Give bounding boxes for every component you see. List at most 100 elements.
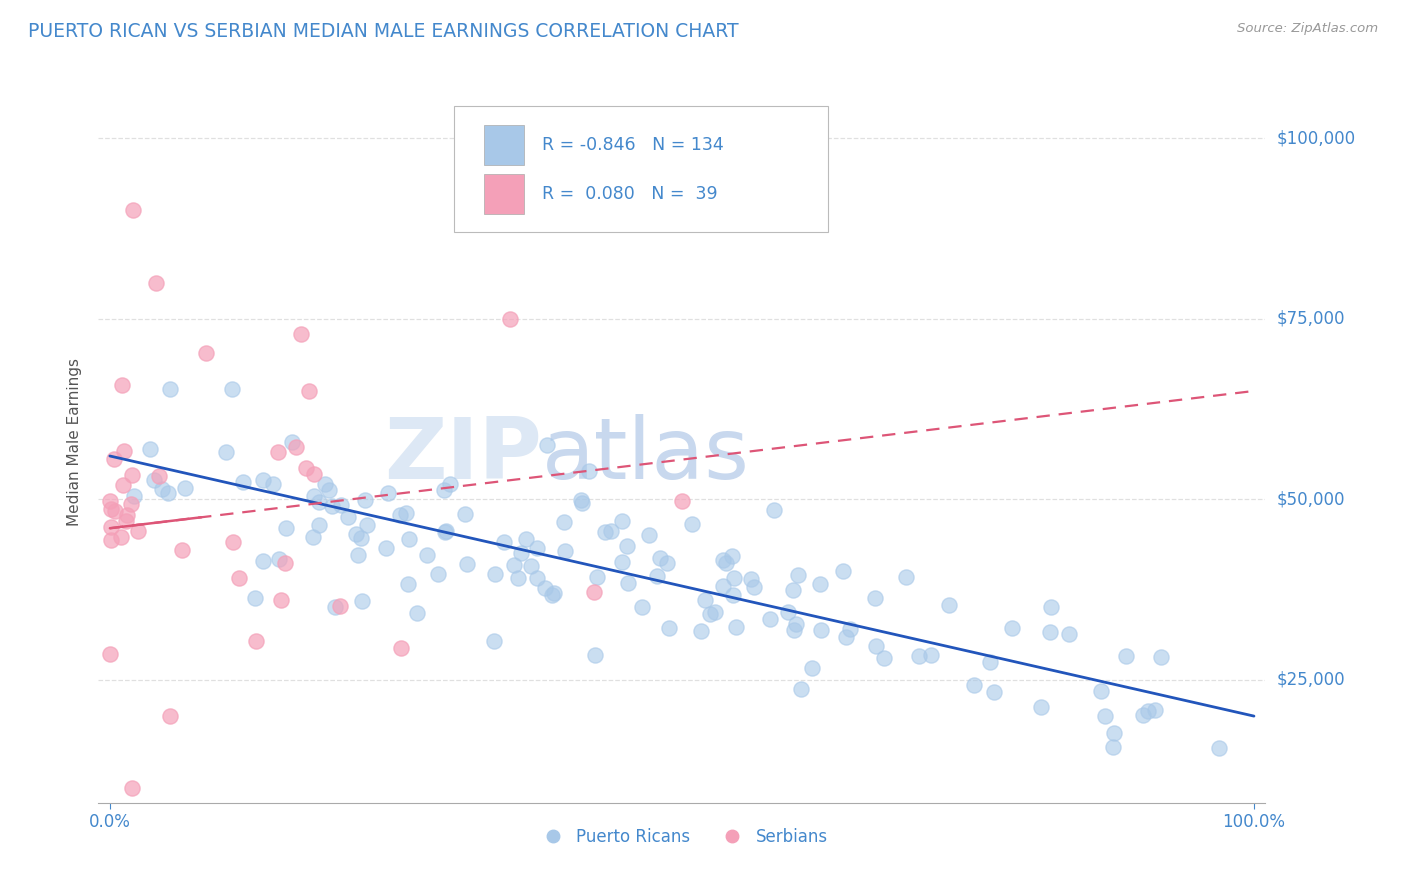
Point — [124, 489, 146, 503]
Point — [139, 442, 162, 457]
Point — [98, 493, 121, 508]
Point — [1031, 700, 1053, 714]
Point — [439, 476, 461, 491]
FancyBboxPatch shape — [454, 105, 828, 232]
Point — [782, 582, 804, 597]
Point — [740, 572, 762, 586]
Point — [785, 617, 807, 632]
Text: $100,000: $100,000 — [1277, 129, 1355, 147]
Point — [583, 585, 606, 599]
Point — [657, 621, 679, 635]
Point — [1001, 621, 1024, 635]
Point — [295, 461, 318, 475]
Point — [454, 507, 477, 521]
Point — [896, 570, 918, 584]
Point — [104, 503, 127, 517]
Point — [810, 624, 832, 638]
Text: ZIP: ZIP — [384, 415, 541, 498]
Text: atlas: atlas — [541, 415, 749, 498]
Point — [571, 496, 593, 510]
Point — [156, 485, 179, 500]
Text: R = -0.846   N = 134: R = -0.846 N = 134 — [541, 136, 724, 154]
Point — [1102, 739, 1125, 754]
Text: $25,000: $25,000 — [1277, 671, 1346, 689]
Point — [159, 382, 181, 396]
Point — [214, 445, 236, 459]
Point — [1090, 683, 1112, 698]
Point — [356, 518, 378, 533]
Point — [1040, 600, 1063, 615]
Legend: Puerto Ricans, Serbians: Puerto Ricans, Serbians — [530, 821, 834, 852]
Point — [222, 535, 245, 549]
Point — [232, 475, 254, 490]
Point — [1115, 649, 1137, 664]
Point — [145, 276, 167, 290]
Point — [314, 477, 336, 491]
Point — [979, 655, 1001, 669]
Point — [98, 647, 121, 661]
Point — [526, 541, 548, 555]
Point — [865, 639, 887, 653]
Point — [396, 577, 419, 591]
Point — [406, 606, 429, 620]
Point — [415, 548, 437, 562]
Point — [121, 203, 143, 218]
Point — [1102, 726, 1125, 740]
Point — [112, 478, 135, 492]
Point — [839, 622, 862, 636]
Point — [578, 464, 600, 478]
Point — [269, 551, 291, 566]
Point — [1132, 707, 1154, 722]
Point — [150, 482, 173, 496]
Point — [703, 605, 725, 619]
Point — [395, 506, 418, 520]
Point — [456, 557, 478, 571]
Point — [284, 440, 307, 454]
Point — [645, 569, 668, 583]
Point — [347, 548, 370, 562]
Point — [586, 570, 609, 584]
Point — [344, 527, 367, 541]
Point — [484, 634, 506, 648]
Point — [350, 594, 373, 608]
Point — [148, 468, 170, 483]
Point — [526, 571, 548, 585]
Point — [503, 558, 526, 573]
Point — [657, 556, 679, 570]
Point — [787, 567, 810, 582]
Point — [1208, 740, 1230, 755]
Point — [143, 473, 166, 487]
Point — [790, 682, 813, 697]
Point — [274, 521, 297, 535]
Point — [252, 554, 274, 568]
Point — [110, 530, 132, 544]
Point — [583, 648, 606, 662]
Point — [778, 605, 800, 619]
Point — [245, 634, 267, 648]
Text: $50,000: $50,000 — [1277, 491, 1346, 508]
Point — [541, 588, 564, 602]
Point — [195, 346, 218, 360]
Point — [103, 451, 125, 466]
Point — [554, 544, 576, 558]
Point — [1143, 703, 1166, 717]
Point — [318, 483, 340, 497]
Point — [831, 564, 853, 578]
Point — [112, 444, 135, 458]
Point — [534, 581, 557, 595]
Point — [281, 435, 304, 450]
Point — [808, 576, 831, 591]
Point — [1150, 649, 1173, 664]
Point — [801, 661, 824, 675]
Point — [100, 519, 122, 533]
Point — [115, 515, 138, 529]
Point — [617, 576, 640, 591]
Point — [336, 510, 359, 524]
Point — [599, 524, 621, 539]
Point — [593, 525, 616, 540]
Point — [174, 481, 197, 495]
Point — [920, 648, 942, 662]
Point — [637, 527, 659, 541]
Point — [354, 492, 377, 507]
Point — [273, 556, 295, 570]
